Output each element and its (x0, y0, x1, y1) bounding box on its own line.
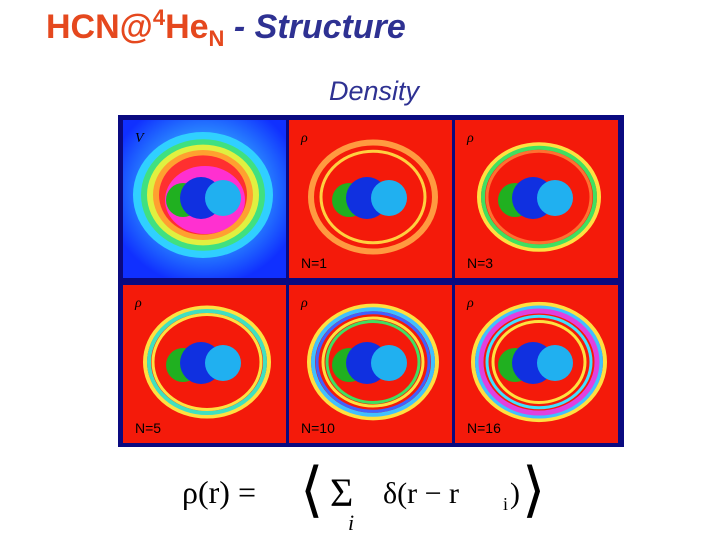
panel-label: N=1 (301, 255, 327, 271)
panel: ρ N=5 (123, 285, 286, 443)
formula-term-sub: i (503, 494, 508, 514)
atom-n (371, 180, 407, 216)
formula-close-paren: ) (510, 477, 520, 510)
atom-n (371, 345, 407, 381)
density-ring (308, 139, 438, 255)
density-ring (143, 305, 271, 419)
density-ring (325, 320, 421, 404)
density-ring (475, 305, 603, 419)
density-ring (485, 314, 593, 410)
atom-n (537, 180, 573, 216)
panel: ρ N=10 (289, 285, 452, 443)
panel: ρ N=1 (289, 120, 452, 278)
density-ring (485, 149, 593, 245)
formula-index: i (348, 510, 354, 535)
density-ring (147, 308, 267, 416)
panel: ρ N=16 (455, 285, 618, 443)
formula-close: ⟩ (522, 457, 545, 523)
atom-n (205, 345, 241, 381)
density-ring (477, 142, 601, 252)
formula: ρ(r) = ⟨ Σ i δ(r − r i ) ⟩ (182, 457, 545, 535)
title-rest: - Structure (224, 8, 405, 46)
formula-open: ⟨ (300, 457, 323, 523)
slide-title: HCN@4HeN - Structure (46, 5, 406, 51)
density-ring (315, 311, 431, 413)
density-ring (311, 307, 435, 417)
density-ring (307, 303, 439, 421)
density-ring (491, 320, 587, 404)
density-ring (481, 145, 597, 249)
title-main: HCN@ (46, 8, 153, 46)
panel-symbol: ρ (466, 296, 474, 311)
panel-label: N=5 (135, 420, 161, 436)
formula-term: δ(r − r (383, 477, 459, 510)
panel-label: N=16 (467, 420, 501, 436)
panel-label: N=3 (467, 255, 493, 271)
panel-symbol: ρ (300, 296, 308, 311)
density-ring (471, 301, 607, 423)
title-he: He (165, 8, 208, 46)
density-ring (151, 312, 263, 412)
formula-lhs: ρ(r) = (182, 474, 256, 510)
title-sub: N (209, 26, 225, 51)
atom-n (205, 180, 241, 216)
atom-n (537, 345, 573, 381)
panel: ρ N=3 (455, 120, 618, 278)
panel-symbol: ρ (134, 296, 142, 311)
panel-label: N=10 (301, 420, 335, 436)
panel: V (123, 120, 286, 278)
density-ring (319, 149, 427, 245)
title-sup: 4 (153, 5, 166, 30)
density-ring (321, 316, 425, 408)
formula-sum: Σ (330, 470, 353, 515)
panel-symbol: ρ (466, 131, 474, 146)
density-ring (478, 308, 600, 416)
panel-symbol: ρ (300, 131, 308, 146)
subtitle: Density (329, 76, 421, 106)
panel-symbol: V (135, 131, 145, 146)
